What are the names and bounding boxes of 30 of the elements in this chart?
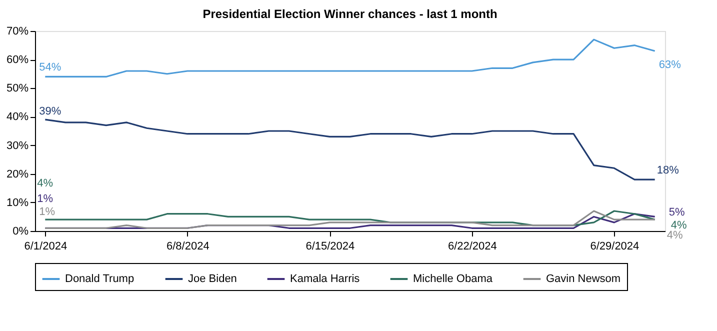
y-tick-label: 60% — [6, 54, 29, 66]
line-series — [44, 118, 656, 180]
legend-label: Michelle Obama — [413, 273, 494, 285]
x-tick-label: 6/8/2024 — [166, 240, 210, 252]
y-tick-label: 10% — [6, 196, 29, 209]
data-label: 39% — [39, 106, 62, 118]
data-label: 1% — [37, 193, 54, 206]
data-label: 54% — [39, 62, 62, 74]
data-label: 63% — [658, 59, 682, 71]
data-label: 18% — [656, 164, 680, 177]
data-label: 1% — [39, 206, 56, 218]
x-tick-label: 6/1/2024 — [24, 240, 68, 252]
legend-label: Joe Biden — [188, 273, 237, 285]
data-label: 4% — [670, 220, 687, 232]
data-label: 4% — [37, 178, 54, 190]
data-label: 4% — [666, 230, 683, 242]
y-tick-label: 40% — [6, 111, 29, 124]
x-tick-label: 6/29/2024 — [590, 240, 640, 252]
legend-label: Donald Trump — [65, 273, 134, 285]
legend-label: Kamala Harris — [290, 273, 360, 285]
data-label: 5% — [668, 206, 685, 219]
y-tick-label: 20% — [6, 168, 29, 180]
chart-title: Presidential Election Winner chances - last 1 month — [202, 7, 498, 21]
y-tick-label: 30% — [6, 140, 29, 152]
y-tick-label: 70% — [6, 26, 29, 38]
x-tick-label: 6/22/2024 — [448, 240, 497, 252]
y-tick-label: 50% — [6, 82, 29, 95]
legend-label: Gavin Newsom — [546, 273, 621, 285]
x-tick-label: 6/15/2024 — [306, 240, 355, 252]
y-tick-label: 0% — [12, 226, 29, 238]
